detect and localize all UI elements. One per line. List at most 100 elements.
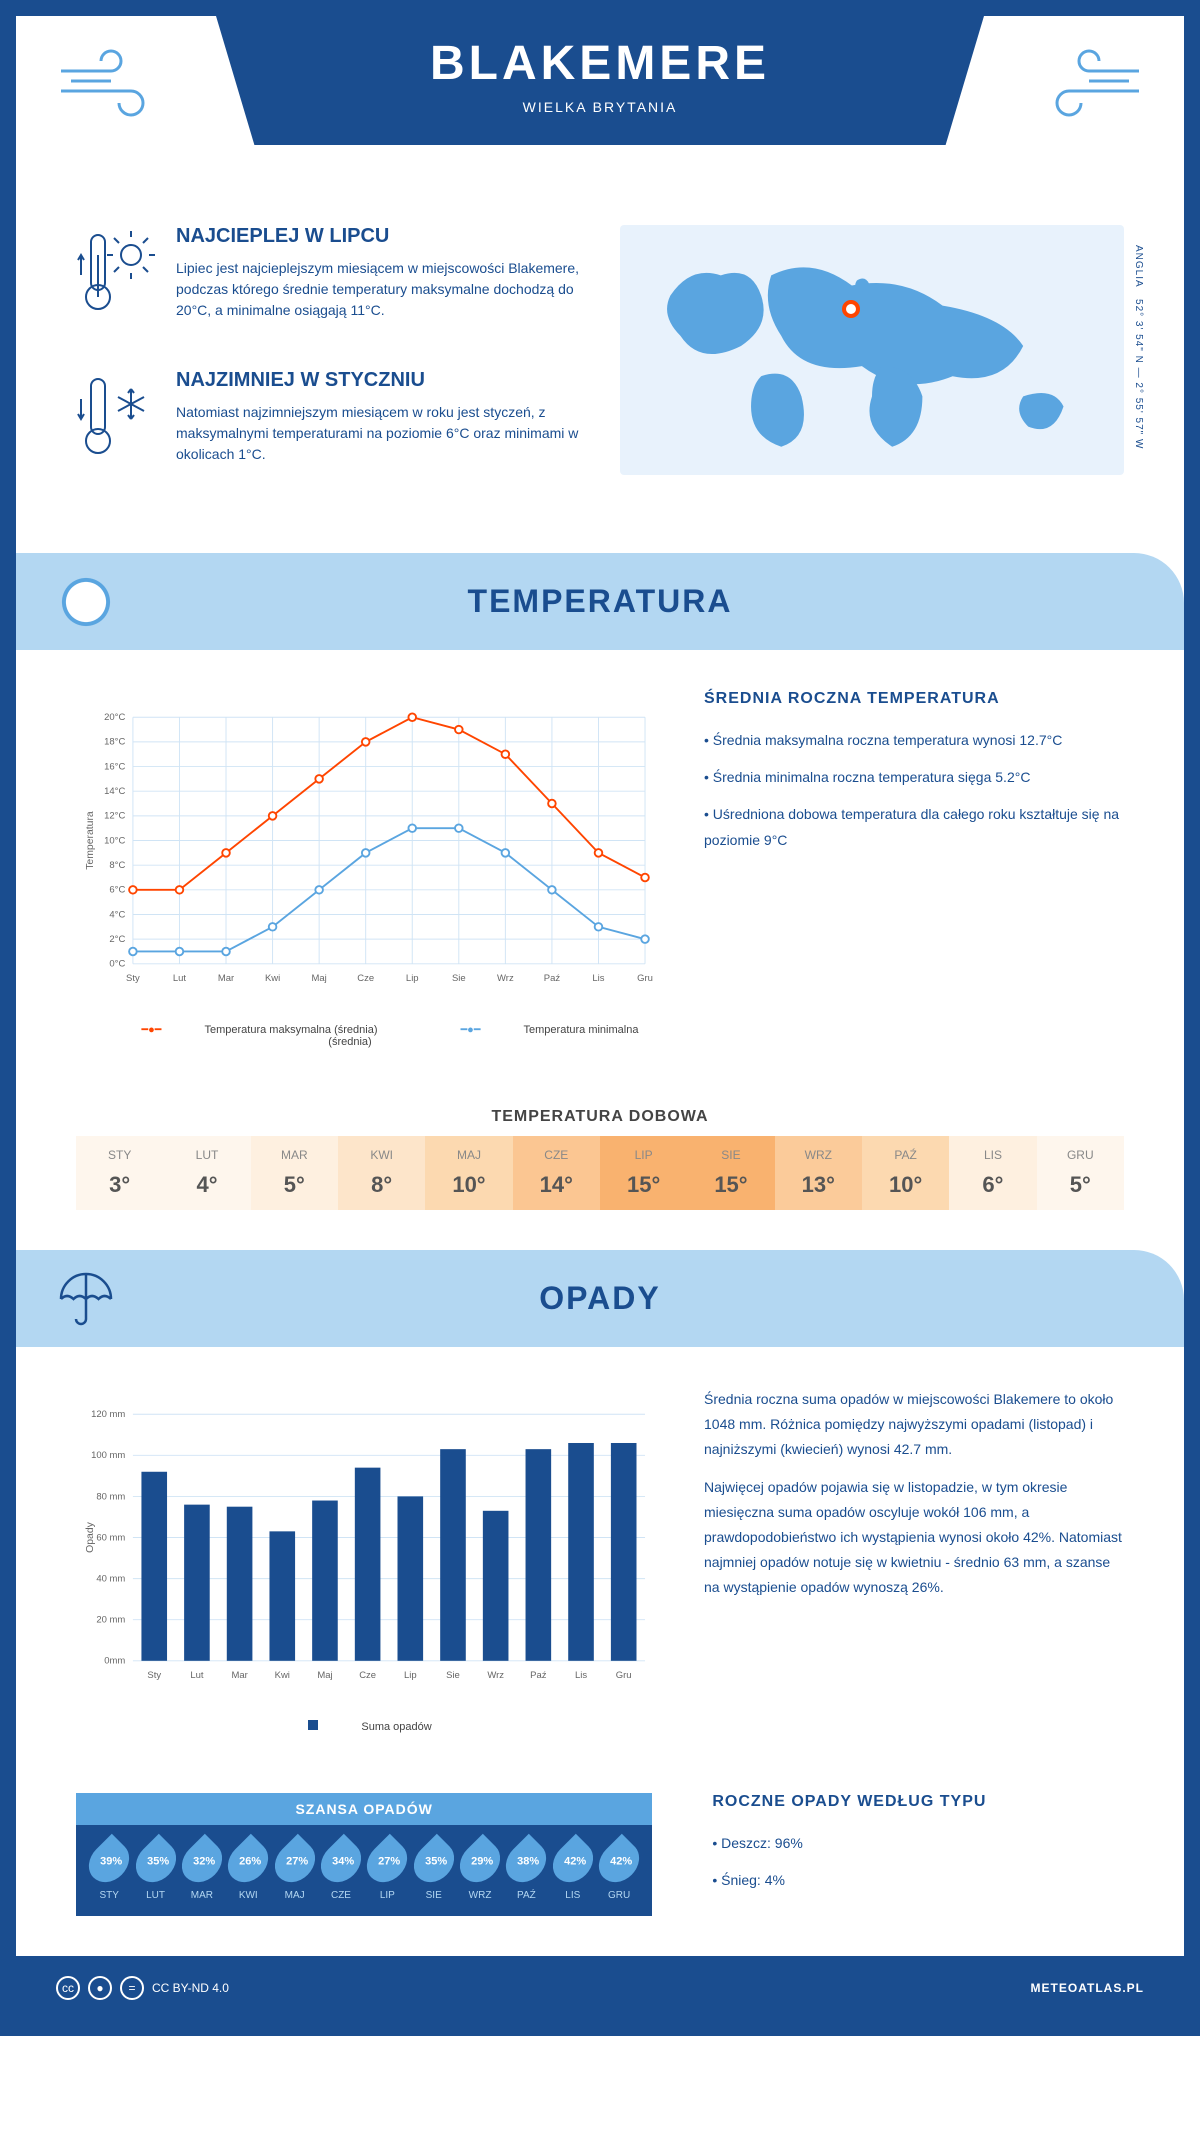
svg-text:Sie: Sie <box>452 973 466 984</box>
svg-text:8°C: 8°C <box>109 860 125 871</box>
precipitation-content: Opady 0mm 20 mm 40 mm 60 mm 80 mm 100 mm 120 mm… <box>16 1347 1184 1773</box>
svg-text:Paź: Paź <box>544 973 561 984</box>
city-title: BLAKEMERE <box>216 36 984 91</box>
precip-type-title: ROCZNE OPADY WEDŁUG TYPU <box>712 1793 1124 1811</box>
svg-text:60 mm: 60 mm <box>96 1532 125 1543</box>
rain-chance-cell: 32%MAR <box>179 1840 225 1901</box>
raindrop-icon: 42% <box>544 1834 601 1891</box>
footer: cc ● = CC BY-ND 4.0 METEOATLAS.PL <box>16 1956 1184 2020</box>
daily-temp-cell: GRU5° <box>1037 1136 1124 1210</box>
temp-bullet: Uśredniona dobowa temperatura dla całego… <box>704 802 1124 852</box>
temp-legend: ━●━ Temperatura maksymalna (średnia) ━●━… <box>76 1023 664 1048</box>
raindrop-icon: 38% <box>498 1834 555 1891</box>
rain-chance-cell: 27%LIP <box>364 1840 410 1901</box>
svg-text:Lut: Lut <box>173 973 187 984</box>
daily-temp-cell: PAŹ10° <box>862 1136 949 1210</box>
temp-bullets: Średnia maksymalna roczna temperatura wy… <box>704 728 1124 853</box>
svg-text:Gru: Gru <box>637 973 653 984</box>
rain-chance-cell: 42%GRU <box>596 1840 642 1901</box>
daily-temp-cell: KWI8° <box>338 1136 425 1210</box>
daily-temp-cell: LIS6° <box>949 1136 1036 1210</box>
avg-temp-title: ŚREDNIA ROCZNA TEMPERATURA <box>704 690 1124 708</box>
svg-text:Sty: Sty <box>126 973 140 984</box>
svg-text:18°C: 18°C <box>104 737 125 748</box>
rain-chance-cell: 35%SIE <box>411 1840 457 1901</box>
svg-text:Mar: Mar <box>231 1670 247 1681</box>
daily-temp-cell: LUT4° <box>163 1136 250 1210</box>
cold-fact-text: Natomiast najzimniejszym miesiącem w rok… <box>176 402 580 465</box>
svg-text:Gru: Gru <box>616 1670 632 1681</box>
temperature-content: Temperatura0°C2°C4°C6°C8°C10°C12°C14°C16… <box>16 650 1184 1088</box>
thermometer-snow-icon <box>76 369 156 483</box>
precipitation-heading: OPADY <box>16 1280 1184 1317</box>
svg-text:10°C: 10°C <box>104 835 125 846</box>
temperature-section-header: TEMPERATURA <box>16 553 1184 650</box>
intro-row: NAJCIEPLEJ W LIPCU Lipiec jest najcieple… <box>16 185 1184 533</box>
raindrop-icon: 27% <box>359 1834 416 1891</box>
svg-text:Cze: Cze <box>359 1670 376 1681</box>
raindrop-icon: 35% <box>127 1834 184 1891</box>
raindrop-icon: 26% <box>220 1834 277 1891</box>
svg-text:2°C: 2°C <box>109 934 125 945</box>
location-marker-icon <box>842 300 860 318</box>
rain-chance-cell: 38%PAŹ <box>503 1840 549 1901</box>
raindrop-icon: 39% <box>81 1834 138 1891</box>
svg-text:12°C: 12°C <box>104 811 125 822</box>
wind-swirl-icon <box>56 46 176 140</box>
temperature-heading: TEMPERATURA <box>16 583 1184 620</box>
svg-text:Wrz: Wrz <box>487 1670 504 1681</box>
raindrop-icon: 34% <box>313 1834 370 1891</box>
precip-legend: Suma opadów <box>76 1720 664 1733</box>
rain-chance-cell: 39%STY <box>86 1840 132 1901</box>
hot-fact-text: Lipiec jest najcieplejszym miesiącem w m… <box>176 258 580 321</box>
svg-text:Lis: Lis <box>575 1670 587 1681</box>
svg-text:14°C: 14°C <box>104 786 125 797</box>
svg-text:Sty: Sty <box>147 1670 161 1681</box>
raindrop-icon: 42% <box>591 1834 648 1891</box>
daily-temp-cell: LIP15° <box>600 1136 687 1210</box>
rain-chance-cell: 42%LIS <box>550 1840 596 1901</box>
umbrella-icon <box>46 1259 126 1339</box>
raindrop-icon: 27% <box>266 1834 323 1891</box>
header-block: BLAKEMERE WIELKA BRYTANIA <box>16 16 1184 185</box>
cc-icon: cc <box>56 1976 80 2000</box>
precip-type-item: Śnieg: 4% <box>712 1868 1124 1893</box>
cold-fact: NAJZIMNIEJ W STYCZNIU Natomiast najzimni… <box>76 369 580 483</box>
nd-icon: = <box>120 1976 144 2000</box>
svg-text:6°C: 6°C <box>109 885 125 896</box>
wind-swirl-icon <box>1024 46 1144 140</box>
svg-text:16°C: 16°C <box>104 761 125 772</box>
svg-text:0mm: 0mm <box>104 1656 125 1667</box>
svg-text:80 mm: 80 mm <box>96 1491 125 1502</box>
country-subtitle: WIELKA BRYTANIA <box>216 99 984 115</box>
daily-temp-cell: MAR5° <box>251 1136 338 1210</box>
svg-text:0°C: 0°C <box>109 959 125 970</box>
title-banner: BLAKEMERE WIELKA BRYTANIA <box>216 16 984 145</box>
svg-text:Mar: Mar <box>218 973 234 984</box>
rain-chance-cell: 34%CZE <box>318 1840 364 1901</box>
svg-text:20 mm: 20 mm <box>96 1615 125 1626</box>
svg-text:120 mm: 120 mm <box>91 1409 125 1420</box>
rain-chance-cell: 27%MAJ <box>271 1840 317 1901</box>
raindrop-icon: 29% <box>452 1834 509 1891</box>
svg-text:100 mm: 100 mm <box>91 1450 125 1461</box>
daily-temp-cell: STY3° <box>76 1136 163 1210</box>
svg-text:20°C: 20°C <box>104 712 125 723</box>
site-name: METEOATLAS.PL <box>1031 1981 1144 1995</box>
cold-fact-title: NAJZIMNIEJ W STYCZNIU <box>176 369 580 392</box>
svg-text:Opady: Opady <box>85 1521 96 1552</box>
svg-text:Temperatura: Temperatura <box>85 811 96 870</box>
license-text: CC BY-ND 4.0 <box>152 1981 229 1995</box>
hot-fact: NAJCIEPLEJ W LIPCU Lipiec jest najcieple… <box>76 225 580 339</box>
svg-text:40 mm: 40 mm <box>96 1573 125 1584</box>
daily-temp-cell: SIE15° <box>687 1136 774 1210</box>
precipitation-section-header: OPADY <box>16 1250 1184 1347</box>
temp-bullet: Średnia minimalna roczna temperatura się… <box>704 765 1124 790</box>
daily-temp-title: TEMPERATURA DOBOWA <box>16 1088 1184 1136</box>
rain-chance-cell: 35%LUT <box>132 1840 178 1901</box>
daily-temp-cell: WRZ13° <box>775 1136 862 1210</box>
raindrop-icon: 32% <box>174 1834 231 1891</box>
by-icon: ● <box>88 1976 112 2000</box>
svg-text:Wrz: Wrz <box>497 973 514 984</box>
svg-text:Lis: Lis <box>592 973 604 984</box>
